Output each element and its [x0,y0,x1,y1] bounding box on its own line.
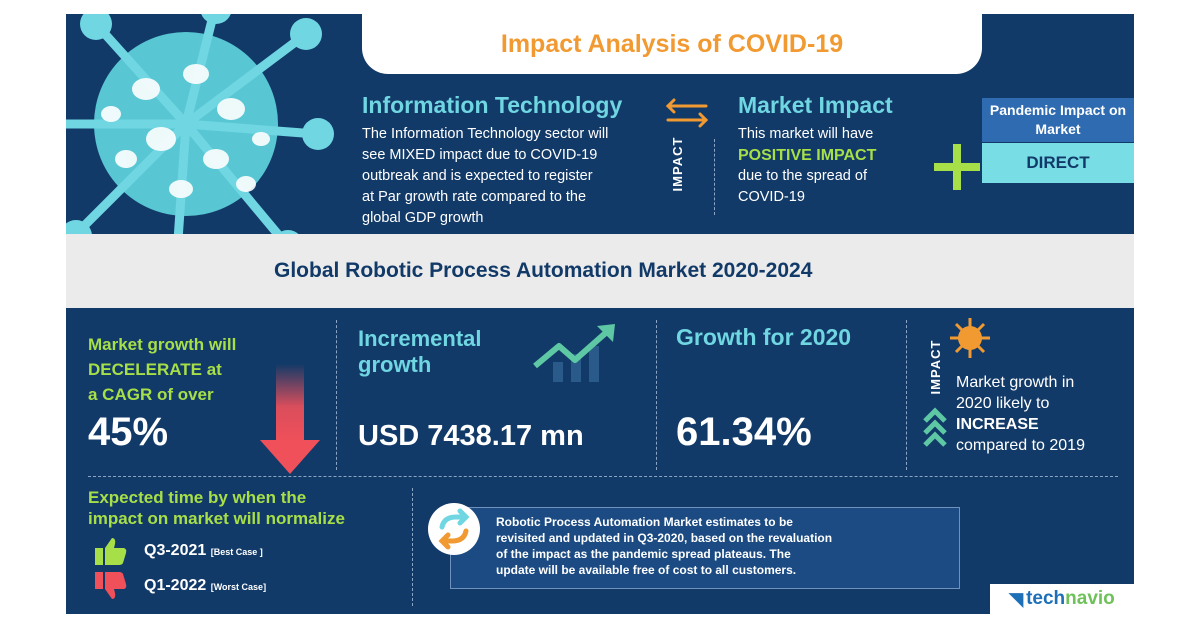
plus-icon [934,144,980,190]
pandemic-impact-value: DIRECT [982,143,1134,183]
incremental-value: USD 7438.17 mn [358,420,584,452]
growth-impact-line: Market growth in [956,374,1075,391]
market-growth-line: Market growth will [88,335,237,354]
infographic-panel: Impact Analysis of COVID-19 Information … [66,14,1134,614]
note-line: of the impact as the pandemic spread pla… [496,547,791,561]
positive-impact-text: POSITIVE IMPACT [738,147,877,164]
incremental-line: Incremental [358,326,482,351]
note-line: Robotic Process Automation Market estima… [496,515,793,529]
it-description: The Information Technology sector will s… [362,124,662,229]
note-line: update will be available free of cost to… [496,563,797,577]
refresh-icon [438,508,470,550]
best-case-tag: [Best Case ] [210,547,263,557]
market-impact-line: COVID-19 [738,189,805,205]
normalize-heading: Expected time by when the impact on mark… [88,487,408,529]
it-heading: Information Technology [362,92,623,118]
worst-case: Q1-2022 [Worst Case] [144,577,266,595]
update-note-text: Robotic Process Automation Market estima… [496,514,936,578]
note-line: revisited and updated in Q3-2020, based … [496,531,833,545]
normalize-line: impact on market will normalize [88,509,345,528]
incremental-growth-label: Incremental growth [358,326,528,378]
it-line: outbreak and is expected to register [362,168,593,184]
thumbs-down-icon [95,572,127,599]
increase-text: INCREASE [956,416,1039,433]
pandemic-impact-heading: Pandemic Impact on Market [982,98,1134,142]
title-band [66,234,1134,308]
impact-label-vertical: IMPACT [670,136,685,192]
divider [412,488,413,606]
growth-impact-description: Market growth in 2020 likely to INCREASE… [956,372,1134,456]
update-note-box [450,507,960,589]
logo-mark-icon: ◥ [1009,588,1024,609]
it-line: see MIXED impact due to COVID-19 [362,147,598,163]
incremental-line: growth [358,352,432,377]
normalize-line: Expected time by when the [88,488,307,507]
market-growth-line: a CAGR of over [88,385,214,404]
worst-case-tag: [Worst Case] [210,582,267,592]
market-impact-line: This market will have [738,126,874,142]
logo-text-part2: navio [1065,588,1115,609]
page-title: Impact Analysis of COVID-19 [500,29,844,58]
growth-2020-label: Growth for 2020 [676,324,852,350]
divider [656,320,657,470]
market-growth-line: DECELERATE at [88,360,222,379]
worst-case-date: Q1-2022 [144,577,207,594]
divider [88,476,1118,477]
market-impact-heading: Market Impact [738,92,893,118]
growth-2020-value: 61.34% [676,410,812,454]
cagr-value: 45% [88,410,169,454]
exchange-arrows-icon [665,98,709,128]
market-growth-label: Market growth will DECELERATE at a CAGR … [88,332,288,407]
refresh-cycle-icon [428,503,480,555]
it-line: global GDP growth [362,210,484,226]
title-banner: Impact Analysis of COVID-19 [362,14,982,74]
trend-up-icon [533,324,615,382]
thumbs-up-icon [95,538,127,565]
market-title: Global Robotic Process Automation Market… [274,259,813,282]
impact-label-vertical: IMPACT [928,339,943,395]
chevron-up-icon [923,407,947,447]
market-impact-line: due to the spread of [738,168,867,184]
growth-impact-line: compared to 2019 [956,437,1085,454]
best-case-date: Q3-2021 [144,542,207,559]
down-arrow-icon [260,364,320,474]
sun-icon [950,318,990,358]
divider [336,320,337,470]
market-impact-description: This market will have POSITIVE IMPACT du… [738,124,938,208]
growth-impact-line: 2020 likely to [956,395,1050,412]
technavio-logo: ◥ tech navio [990,584,1134,614]
it-line: The Information Technology sector will [362,126,609,142]
virus-graphic [66,14,334,287]
divider [906,320,907,470]
logo-text-part1: tech [1026,588,1066,609]
best-case: Q3-2021 [Best Case ] [144,542,263,560]
divider [714,139,715,215]
it-line: at Par growth rate compared to the [362,189,587,205]
